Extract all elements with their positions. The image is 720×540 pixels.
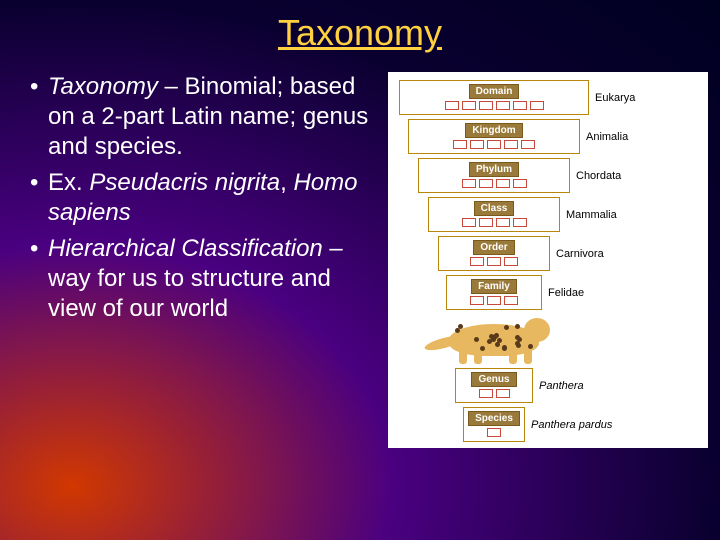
mini-boxes xyxy=(462,179,527,188)
level-box: Order xyxy=(438,236,550,271)
level-header: Phylum xyxy=(469,162,519,177)
mini-box xyxy=(496,389,510,398)
level-header: Domain xyxy=(469,84,520,99)
mini-box xyxy=(479,179,493,188)
level-header: Order xyxy=(473,240,514,255)
level-box: Family xyxy=(446,275,542,310)
mini-box xyxy=(513,179,527,188)
level-box: Species xyxy=(463,407,525,442)
level-box: Class xyxy=(428,197,560,232)
level-header: Species xyxy=(468,411,520,426)
mini-boxes xyxy=(470,257,518,266)
mini-box xyxy=(487,140,501,149)
mini-box xyxy=(530,101,544,110)
level-example-label: Felidae xyxy=(548,287,584,299)
level-box: Genus xyxy=(455,368,533,403)
level-header: Class xyxy=(474,201,515,216)
mini-boxes xyxy=(470,296,518,305)
level-box: Domain xyxy=(399,80,589,115)
level-row-species: Species Panthera pardus xyxy=(394,407,702,442)
mini-box xyxy=(462,179,476,188)
level-row-class: Class Mammalia xyxy=(394,197,702,232)
mini-boxes xyxy=(462,218,527,227)
mini-box xyxy=(513,218,527,227)
bullet-2: Ex. Pseudacris nigrita, Homo sapiens xyxy=(30,168,378,228)
mini-boxes xyxy=(445,101,544,110)
mini-box xyxy=(445,101,459,110)
mini-box xyxy=(470,296,484,305)
level-example-label: Mammalia xyxy=(566,209,617,221)
mini-box xyxy=(496,101,510,110)
level-row-order: Order Carnivora xyxy=(394,236,702,271)
mini-box xyxy=(479,101,493,110)
mini-boxes xyxy=(453,140,535,149)
bullet-3-term: Hierarchical Classification xyxy=(48,235,323,262)
mini-boxes xyxy=(479,389,510,398)
mini-box xyxy=(521,140,535,149)
mini-box xyxy=(504,140,518,149)
taxonomy-diagram: Domain Eukarya Kingdom Animalia Phylum Chorda… xyxy=(388,72,708,448)
bullet-2-example-1: Pseudacris nigrita xyxy=(89,169,280,196)
mini-box xyxy=(487,296,501,305)
level-header: Kingdom xyxy=(465,123,522,138)
mini-box xyxy=(504,296,518,305)
content-area: Taxonomy – Binomial; based on a 2-part L… xyxy=(0,54,720,448)
mini-box xyxy=(513,101,527,110)
mini-box xyxy=(479,389,493,398)
mini-box xyxy=(496,179,510,188)
mini-boxes xyxy=(487,428,501,437)
level-example-label: Carnivora xyxy=(556,248,604,260)
level-box: Kingdom xyxy=(408,119,580,154)
mini-box xyxy=(487,428,501,437)
mini-box xyxy=(462,218,476,227)
level-row-domain: Domain Eukarya xyxy=(394,80,702,115)
mini-box xyxy=(479,218,493,227)
bullet-1-term: Taxonomy xyxy=(48,73,158,100)
bullet-2-sep: , xyxy=(280,169,293,196)
bullet-list: Taxonomy – Binomial; based on a 2-part L… xyxy=(30,72,378,448)
level-box: Phylum xyxy=(418,158,570,193)
bullet-3: Hierarchical Classification – way for us… xyxy=(30,234,378,324)
level-example-label: Animalia xyxy=(586,131,628,143)
level-example-label: Panthera xyxy=(539,380,584,392)
mini-box xyxy=(470,257,484,266)
level-row-family: Family Felidae xyxy=(394,275,702,310)
bullet-2-prefix: Ex. xyxy=(48,169,89,196)
level-row-genus: Genus Panthera xyxy=(394,368,702,403)
mini-box xyxy=(504,257,518,266)
mini-box xyxy=(487,257,501,266)
mini-box xyxy=(453,140,467,149)
mini-box xyxy=(462,101,476,110)
bullet-1: Taxonomy – Binomial; based on a 2-part L… xyxy=(30,72,378,162)
level-row-phylum: Phylum Chordata xyxy=(394,158,702,193)
level-header: Family xyxy=(471,279,517,294)
level-row-kingdom: Kingdom Animalia xyxy=(394,119,702,154)
mini-box xyxy=(470,140,484,149)
page-title: Taxonomy xyxy=(0,0,720,54)
level-example-label: Eukarya xyxy=(595,92,635,104)
level-header: Genus xyxy=(471,372,516,387)
mini-box xyxy=(496,218,510,227)
level-example-label: Chordata xyxy=(576,170,621,182)
leopard-illustration xyxy=(424,314,564,364)
level-example-label: Panthera pardus xyxy=(531,419,612,431)
